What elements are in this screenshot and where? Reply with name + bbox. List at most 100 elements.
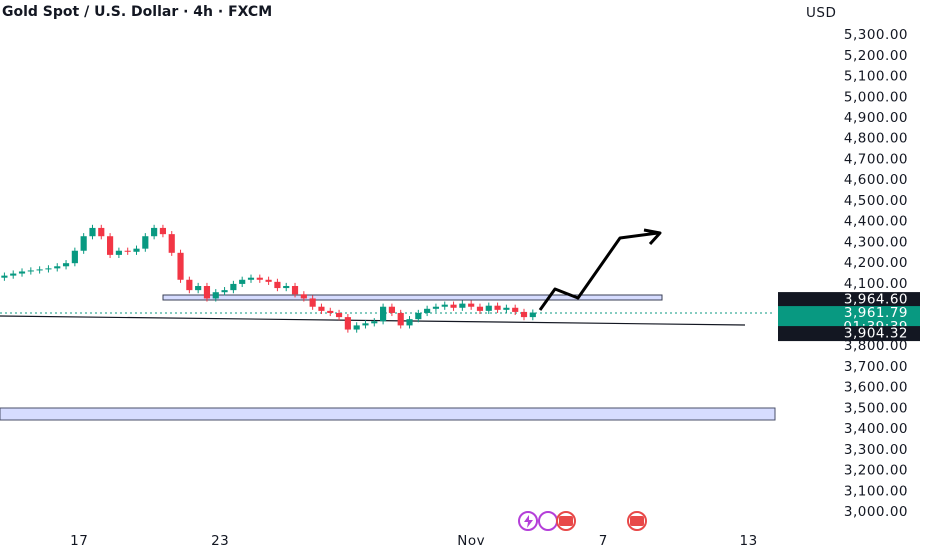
y-tick-label: 4,200.00 [844,255,908,271]
x-tick-label: 13 [739,533,757,549]
candle-body [159,227,167,235]
projection-arrow [538,231,659,311]
candle-body [450,304,457,308]
candle-body [98,227,105,237]
price-label: 3,964.60 [844,292,908,308]
candle-body [309,298,316,307]
range-rectangle [162,294,663,301]
candle-body [142,236,149,249]
candle-body [80,236,87,251]
candle-body [1,275,8,278]
candle-body [468,303,475,307]
candle-body [239,279,246,284]
candle-body [230,283,237,291]
candle-body [203,285,211,299]
y-tick-label: 3,400.00 [844,421,908,437]
candle-body [274,281,281,289]
event-icons [518,511,647,531]
candle-body [221,290,228,293]
candle-body [335,312,343,318]
zone-rectangle [0,407,776,421]
y-tick-label: 4,700.00 [844,151,908,167]
candle-body [212,292,219,299]
price-label: 3,961.79 [844,305,908,321]
y-tick-label: 5,100.00 [844,69,908,85]
candle-body [151,227,158,237]
candle-body [62,263,70,267]
candle-body [459,303,466,308]
y-tick-label: 4,100.00 [844,276,908,292]
y-tick-label: 5,300.00 [844,27,908,43]
candle-body [247,277,255,280]
x-tick-label: 23 [211,533,229,549]
y-tick-label: 3,600.00 [844,380,908,396]
y-tick-label: 5,200.00 [844,48,908,64]
candle-body [71,250,78,264]
y-tick-label: 4,500.00 [844,193,908,209]
y-tick-label: 3,200.00 [844,463,908,479]
candle-body [27,270,34,272]
candle-body [124,250,131,252]
y-tick-label: 4,600.00 [844,172,908,188]
icon [538,511,558,531]
y-tick-label: 3,700.00 [844,359,908,375]
candle-body [115,250,122,255]
y-tick-label: 3,800.00 [844,338,908,354]
candle-body [10,273,17,276]
y-tick-label: 3,300.00 [844,442,908,458]
candle-body [520,311,528,318]
candle-body [494,305,501,310]
y-tick-label: 4,900.00 [844,110,908,126]
candle-body [186,279,193,291]
candle-body [45,268,52,270]
y-tick-label: 4,300.00 [844,234,908,250]
candle-body [529,312,536,318]
candle-body [18,271,26,274]
candle-body [107,236,114,255]
candle-body [36,269,43,271]
chart-title: Gold Spot / U.S. Dollar · 4h · FXCM [2,4,272,20]
candle-body [133,248,140,252]
icon [524,515,533,528]
candle-body [371,321,378,324]
candle-body [406,319,413,326]
candle-body [503,307,510,310]
candle-body [283,285,290,289]
candle-body [256,277,263,280]
icon [630,516,644,526]
candle-body [89,227,96,237]
candle-body [318,306,325,311]
candle-body [327,310,334,313]
arrow-head [643,228,662,246]
trend-line [0,315,746,326]
candle-body [177,252,184,280]
y-tick-label: 3,000.00 [844,504,908,520]
price-label-box [778,326,920,342]
candle-body [54,266,61,269]
candle-body [380,306,387,322]
candle-body [353,325,360,330]
icon [559,516,573,526]
y-tick-label: 3,500.00 [844,400,908,416]
x-tick-label: 7 [599,533,608,549]
candle-body [168,234,175,253]
candle-body [424,308,431,313]
candle-body [397,312,404,326]
candle-body [432,306,440,309]
y-tick-label: 5,000.00 [844,89,908,105]
y-tick-label: 3,100.00 [844,483,908,499]
candle-body [388,306,395,313]
candle-body [441,304,448,307]
y-tick-label: 4,400.00 [844,214,908,230]
candles [1,224,536,333]
candle-body [195,285,202,291]
candle-body [291,285,299,295]
candle-body [362,323,369,326]
candle-body [476,306,484,311]
price-label: 3,904.32 [844,326,908,342]
candle-body [485,305,492,311]
x-tick-label: Nov [457,533,485,549]
y-tick-label: 4,800.00 [844,131,908,147]
candle-body [344,317,351,330]
